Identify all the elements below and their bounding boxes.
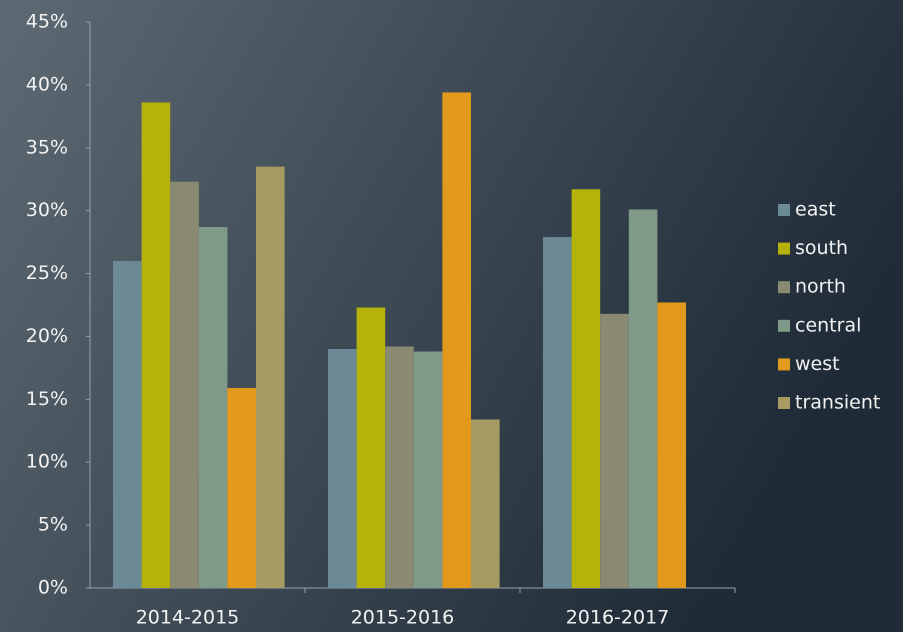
- bar: [356, 307, 386, 588]
- legend-label: transient: [795, 392, 880, 414]
- legend-label: south: [795, 237, 848, 259]
- legend-swatch: [778, 281, 790, 294]
- legend-label: central: [795, 314, 861, 336]
- legend-label: east: [795, 199, 836, 221]
- x-tick-label: 2016-2017: [566, 607, 670, 629]
- legend-swatch: [778, 204, 790, 216]
- bar: [571, 189, 601, 589]
- bar: [170, 181, 199, 588]
- y-tick-label: 10%: [26, 451, 68, 473]
- bar: [628, 209, 658, 589]
- bar: [413, 351, 443, 588]
- legend-swatch: [778, 358, 790, 371]
- y-tick-label: 35%: [26, 136, 68, 158]
- bar: [543, 237, 572, 588]
- bar: [328, 349, 357, 588]
- bar: [113, 260, 142, 588]
- y-tick-label: 45%: [26, 11, 68, 33]
- bar: [141, 102, 171, 589]
- bar: [657, 302, 686, 588]
- y-tick-label: 25%: [26, 262, 68, 284]
- y-tick-label: 5%: [38, 514, 68, 536]
- legend-label: west: [795, 353, 840, 375]
- legend-swatch: [778, 397, 790, 409]
- y-tick-label: 0%: [38, 577, 68, 599]
- bar: [385, 346, 414, 588]
- bar: [256, 166, 285, 588]
- bar: [198, 227, 228, 589]
- legend-swatch: [778, 242, 790, 255]
- bar: [442, 92, 471, 589]
- y-tick-label: 40%: [26, 73, 68, 95]
- y-tick-label: 30%: [26, 199, 68, 221]
- y-tick-label: 15%: [26, 388, 68, 410]
- y-tick-label: 20%: [26, 325, 68, 347]
- bar: [600, 313, 629, 588]
- x-tick-label: 2014-2015: [136, 607, 240, 629]
- legend-label: north: [795, 276, 846, 298]
- legend-swatch: [778, 319, 790, 332]
- bar: [471, 419, 500, 588]
- bar: [227, 388, 256, 588]
- x-tick-label: 2015-2016: [351, 607, 455, 629]
